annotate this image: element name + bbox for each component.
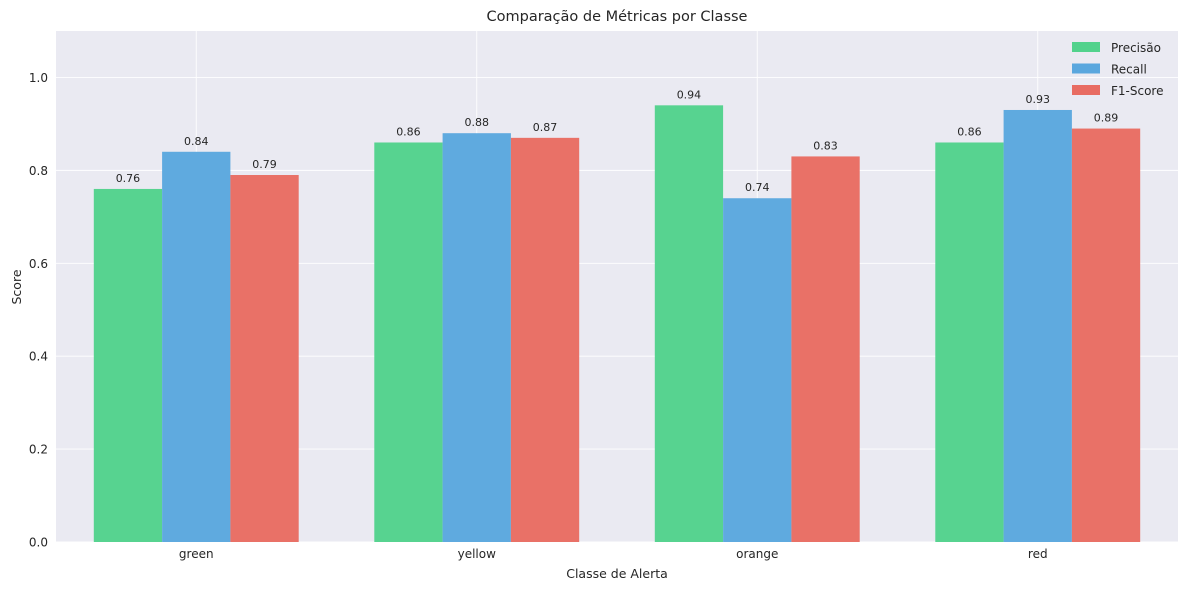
legend-label: F1-Score [1111, 84, 1163, 98]
y-axis-label: Score [9, 269, 24, 304]
bar [162, 151, 231, 543]
legend-swatch [1072, 85, 1100, 95]
bar-value-label: 0.83 [813, 139, 838, 152]
bar [935, 142, 1004, 542]
legend: Precisão Recall F1-Score [1072, 41, 1163, 98]
bar [510, 137, 580, 542]
bar [374, 142, 443, 542]
legend-label: Recall [1111, 63, 1147, 77]
bar [1003, 109, 1072, 543]
legend-label: Precisão [1111, 41, 1161, 55]
bar-value-label: 0.86 [396, 125, 421, 138]
bar [791, 156, 860, 542]
x-tick-label: yellow [458, 547, 496, 561]
x-axis-ticks: green yellow orange red [179, 547, 1048, 561]
y-tick-label: 0.6 [29, 257, 48, 271]
bar [723, 198, 792, 542]
legend-swatch [1072, 42, 1100, 52]
bar-value-label: 0.79 [252, 158, 277, 171]
bar-value-label: 0.74 [745, 181, 770, 194]
bar-value-label: 0.89 [1094, 112, 1119, 125]
x-axis-label: Classe de Alerta [566, 566, 668, 581]
x-tick-label: green [179, 547, 214, 561]
legend-swatch [1072, 63, 1100, 74]
y-tick-label: 0.8 [29, 164, 48, 178]
bar [654, 105, 724, 542]
chart-title: Comparação de Métricas por Classe [487, 9, 748, 25]
bar [93, 188, 163, 543]
y-tick-label: 1.0 [29, 71, 48, 85]
bar-value-label: 0.87 [533, 121, 558, 134]
bar [230, 175, 299, 542]
bar-value-label: 0.88 [465, 116, 490, 129]
value-labels: 0.76 0.86 0.94 0.86 0.84 0.88 0.74 0.93 0.79 0.87… [116, 88, 1119, 194]
x-tick-label: orange [736, 547, 778, 561]
bar-value-label: 0.76 [116, 172, 141, 185]
bar-value-label: 0.84 [184, 135, 209, 148]
y-tick-label: 0.2 [29, 443, 48, 457]
bar-value-label: 0.86 [957, 125, 982, 138]
bar [1071, 128, 1141, 542]
y-axis-ticks: 0.0 0.2 0.4 0.6 0.8 1.0 [29, 71, 48, 550]
x-tick-label: red [1028, 547, 1048, 561]
bars [93, 105, 1141, 543]
bar-value-label: 0.94 [677, 88, 702, 101]
y-tick-label: 0.4 [29, 350, 48, 364]
bar-value-label: 0.93 [1026, 93, 1051, 106]
bar [442, 133, 511, 542]
y-tick-label: 0.0 [29, 536, 48, 550]
